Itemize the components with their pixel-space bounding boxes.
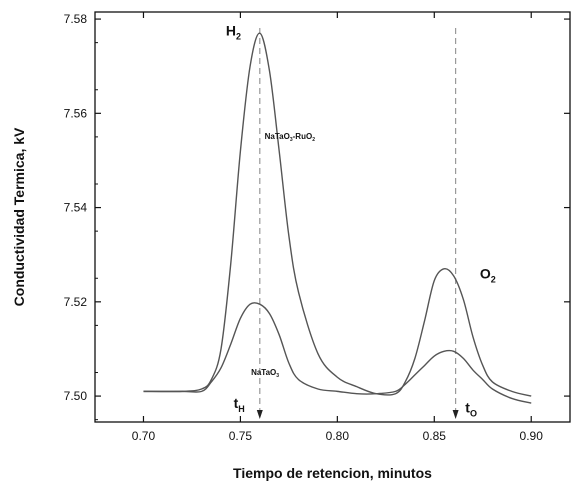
chart-annotation: NaTaO3-RuO2 [265,132,316,143]
x-axis-title: Tiempo de retencion, minutos [233,465,432,481]
x-tick-label: 0.80 [326,429,350,443]
chart-annotation: NaTaO3 [251,368,279,379]
y-tick-label: 7.50 [64,389,88,403]
series-line [143,302,532,404]
x-tick-label: 0.75 [229,429,253,443]
x-tick-label: 0.85 [423,429,447,443]
chart-annotation: tO [465,400,477,419]
retention-marker-arrow [452,410,459,419]
chart-annotation: O2 [480,265,496,284]
plot-area-frame [94,11,571,423]
y-tick-label: 7.58 [64,12,88,26]
y-tick-label: 7.52 [64,295,88,309]
retention-marker-arrow [256,410,263,419]
chart-annotation: tH [234,395,245,414]
y-tick-label: 7.56 [64,106,88,120]
x-tick-label: 0.90 [520,429,544,443]
chart-annotation: H2 [226,23,241,42]
series-line [143,32,532,397]
y-tick-label: 7.54 [64,201,88,215]
y-axis-title: Conductividad Termica, kV [11,127,27,306]
x-tick-label: 0.70 [132,429,156,443]
